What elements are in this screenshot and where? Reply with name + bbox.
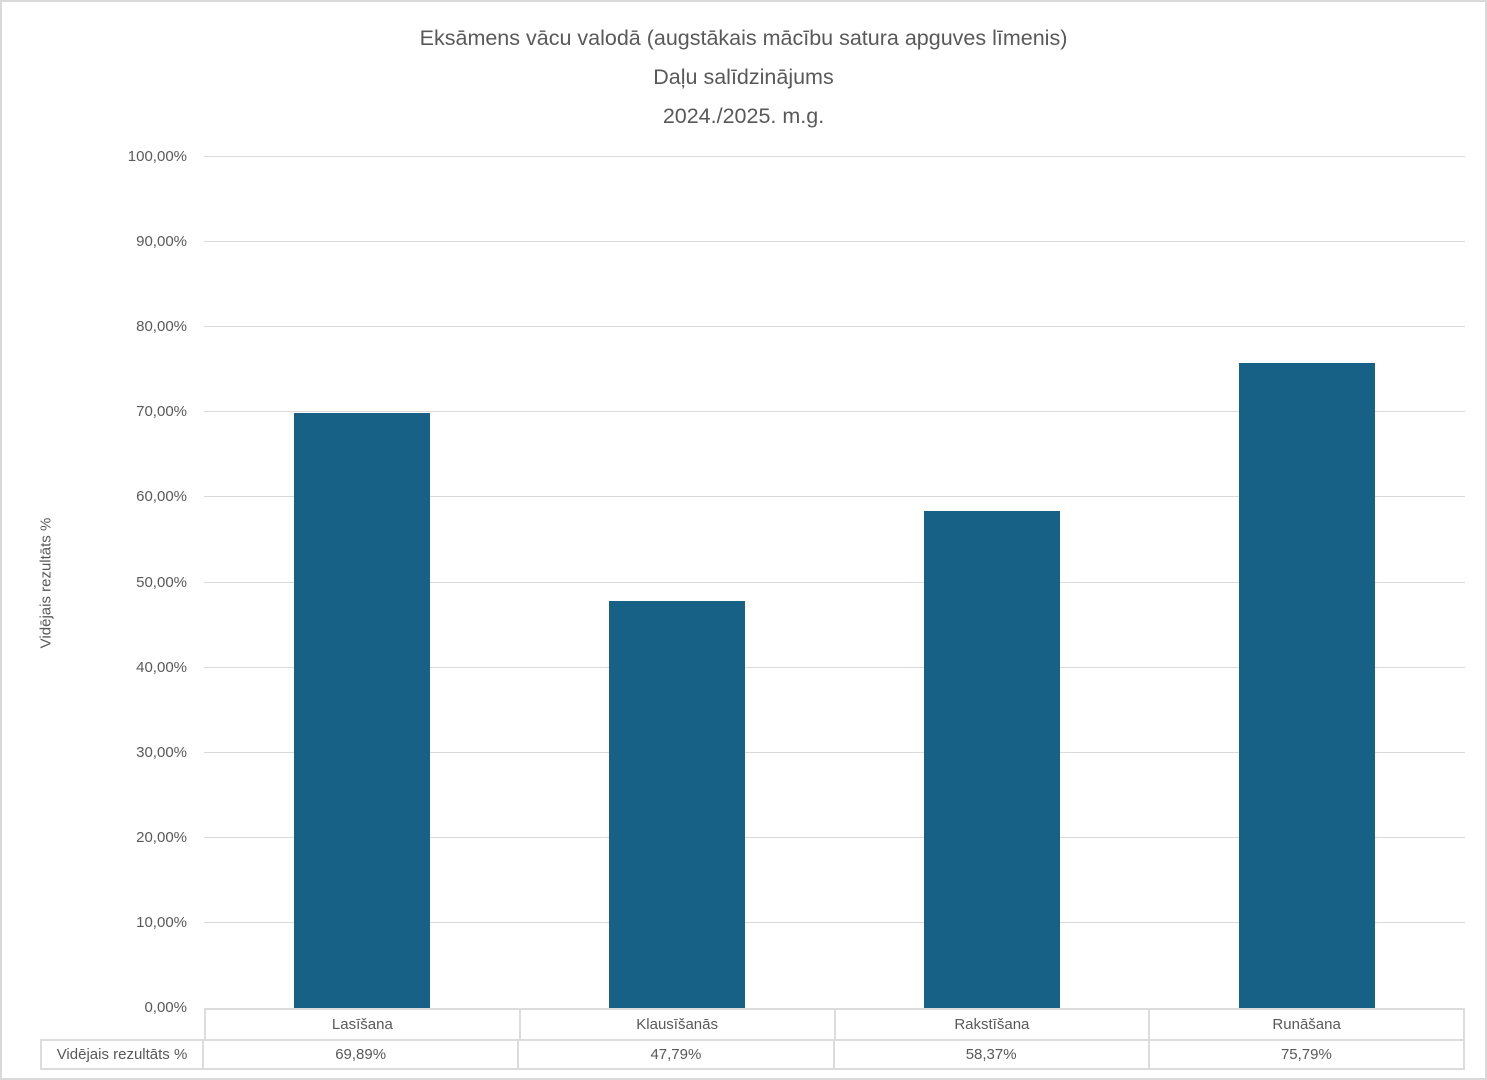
table-header-cell-Klausīšanās: Klausīšanās <box>520 1008 836 1039</box>
gridline-40 <box>204 666 1465 668</box>
plot-area <box>204 156 1465 1008</box>
table-value-cell-Runāšana: 75,79% <box>1149 1039 1465 1070</box>
y-axis-tick-label: 10,00% <box>136 913 187 931</box>
y-axis-tick-label: 60,00% <box>136 488 187 506</box>
y-axis-title: Vidējais rezultāts % <box>37 517 55 649</box>
y-axis-tick-label: 20,00% <box>136 828 187 846</box>
bar-Klausīšanās <box>609 601 745 1008</box>
y-axis-tick-label: 70,00% <box>136 403 187 421</box>
bar-Lasīšana <box>294 413 430 1008</box>
gridline-20 <box>204 836 1465 838</box>
chart-title-line-3: 2024./2025. m.g. <box>662 104 825 128</box>
y-axis-tick-label: 30,00% <box>136 743 187 761</box>
table-header-cell-Runāšana: Runāšana <box>1150 1008 1465 1039</box>
gridline-60 <box>204 496 1465 498</box>
gridline-80 <box>204 326 1465 328</box>
chart-title: Eksāmens vācu valodā (augstākais mācību … <box>2 19 1485 136</box>
gridline-10 <box>204 921 1465 923</box>
y-axis-tick-label: 100,00% <box>127 148 187 165</box>
chart-title-line-1: Eksāmens vācu valodā (augstākais mācību … <box>419 26 1068 50</box>
gridline-70 <box>204 411 1465 413</box>
data-table-row-label: Vidējais rezultāts % <box>40 1039 204 1070</box>
table-header-cell-Rakstīšana: Rakstīšana <box>835 1008 1151 1039</box>
bar-Rakstīšana <box>924 511 1060 1008</box>
y-axis-tick-label: 50,00% <box>136 573 187 591</box>
y-axis-tick-label: 0,00% <box>144 999 187 1016</box>
table-value-cell-Klausīšanās: 47,79% <box>519 1039 835 1070</box>
chart-title-line-2: Daļu salīdzinājums <box>653 65 834 89</box>
y-axis-tick-label: 40,00% <box>136 658 187 676</box>
table-value-cell-Rakstīšana: 58,37% <box>834 1039 1150 1070</box>
y-axis-tick-label: 90,00% <box>136 233 187 251</box>
table-value-cell-Lasīšana: 69,89% <box>204 1039 520 1070</box>
bar-Runāšana <box>1239 363 1375 1008</box>
y-axis-tick-label: 80,00% <box>136 318 187 336</box>
gridline-30 <box>204 751 1465 753</box>
data-table-header-row: Lasīšana Klausīšanās Rakstīšana Runāšana <box>204 1008 1465 1039</box>
gridline-90 <box>204 241 1465 243</box>
table-header-cell-Lasīšana: Lasīšana <box>204 1008 521 1039</box>
data-table-value-row: Vidējais rezultāts % 69,89% 47,79% 58,37% 7… <box>40 1039 1465 1070</box>
gridline-50 <box>204 581 1465 583</box>
gridline-100 <box>204 156 1465 157</box>
